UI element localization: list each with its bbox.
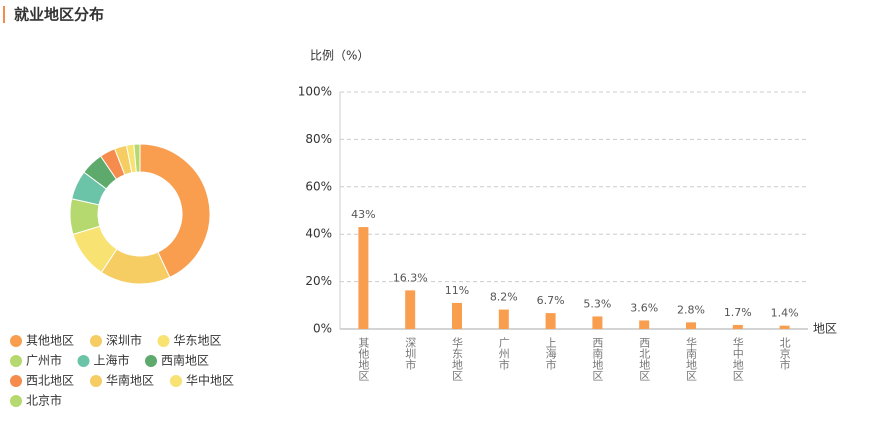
legend-label: 其他地区 (26, 334, 74, 348)
pie-slice (139, 143, 211, 279)
page-title: 就业地区分布 (14, 6, 104, 24)
value-label: 1.7% (724, 306, 752, 319)
x-tick-label: 上海市 (544, 337, 557, 371)
bar (405, 290, 416, 329)
legend-label: 广州市 (26, 353, 62, 368)
legend-label: 上海市 (94, 353, 130, 368)
y-tick-label: 20% (305, 274, 332, 288)
bar (452, 302, 462, 329)
bar (592, 316, 603, 329)
value-label: 5.3% (583, 297, 611, 310)
legend-swatch (90, 335, 102, 347)
value-label: 1.4% (771, 307, 799, 320)
value-label: 2.8% (677, 303, 705, 316)
legend-label: 华中地区 (186, 373, 234, 388)
legend-label: 北京市 (26, 393, 62, 408)
bar (498, 309, 509, 329)
legend-swatch (10, 395, 22, 407)
legend-swatch (77, 355, 90, 367)
x-tick-label: 广州市 (497, 337, 510, 371)
x-axis-label: 地区 (813, 322, 837, 336)
value-label: 43% (351, 208, 375, 221)
legend-swatch (10, 355, 22, 367)
legend-label: 华东地区 (174, 334, 222, 348)
title-marker (3, 6, 5, 23)
x-tick-label: 华东地区 (451, 336, 464, 381)
y-tick-label: 60% (305, 179, 332, 193)
legend-swatch (10, 375, 22, 387)
legend-swatch (10, 335, 22, 347)
value-label: 3.6% (630, 301, 658, 314)
y-tick-label: 40% (305, 227, 332, 241)
bar (732, 324, 743, 329)
bar (639, 320, 650, 329)
x-tick-label: 北京市 (778, 337, 791, 371)
pie-slice (133, 143, 141, 173)
legend-swatch (145, 355, 157, 367)
bar (358, 227, 369, 329)
x-tick-label: 华南地区 (685, 336, 698, 381)
bar (779, 325, 790, 329)
value-label: 11% (445, 284, 469, 297)
value-label: 8.2% (490, 291, 518, 304)
legend-swatch (157, 335, 170, 347)
value-label: 6.7% (537, 294, 565, 307)
legend-label: 深圳市 (106, 333, 142, 348)
y-axis-label: 比例（%） (310, 49, 369, 63)
legend-swatch (90, 375, 102, 387)
legend-label: 西南地区 (161, 353, 209, 368)
legend-label: 西北地区 (26, 374, 74, 388)
y-tick-label: 0% (313, 322, 332, 336)
legend-label: 华南地区 (106, 373, 154, 388)
x-tick-label: 西北地区 (638, 337, 651, 381)
x-tick-label: 华中地区 (731, 336, 744, 381)
bar (686, 322, 696, 329)
y-tick-label: 80% (305, 132, 332, 146)
bar (545, 313, 556, 329)
value-label: 16.3% (393, 271, 428, 284)
y-tick-label: 100% (298, 85, 332, 99)
x-tick-label: 深圳市 (404, 337, 417, 371)
x-tick-label: 西南地区 (591, 337, 604, 381)
x-tick-label: 其他地区 (357, 337, 370, 381)
legend-swatch (170, 375, 182, 387)
